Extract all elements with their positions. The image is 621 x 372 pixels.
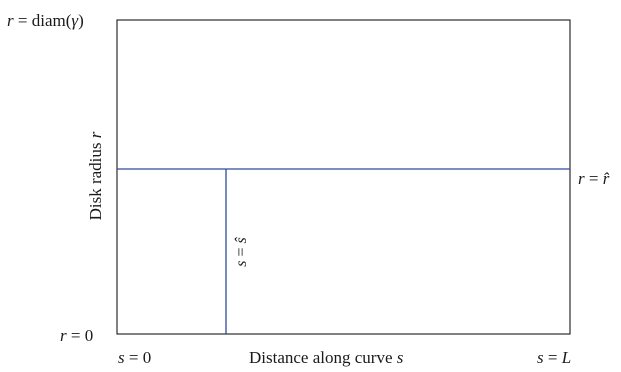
label-r-diam-close: ) [78, 11, 84, 30]
label-s-hat-eq: = [233, 243, 250, 260]
x-axis-title: Distance along curve s [249, 348, 404, 367]
label-r-hat-lhs: r [578, 169, 585, 188]
label-s-L: s = L [537, 348, 571, 367]
label-s-zero: s = 0 [118, 348, 151, 367]
label-r-zero-rhs: 0 [85, 326, 94, 345]
plot-frame [116, 19, 571, 335]
label-s-hat-lhs: s [233, 261, 250, 267]
label-r-zero-lhs: r [60, 326, 67, 345]
label-s-hat-rhs: s [233, 236, 250, 243]
x-axis-title-var: s [397, 348, 404, 367]
label-s-L-eq: = [544, 348, 562, 367]
label-r-hat-eq: = [585, 169, 603, 188]
x-axis-title-text: Distance along curve [249, 348, 397, 367]
label-r-diam: r = diam(γ) [7, 11, 84, 30]
label-s-L-rhs: L [561, 348, 571, 367]
y-axis-title-var: r [86, 131, 105, 138]
y-axis-title-text: Disk radius [86, 138, 105, 220]
label-r-hat-rhs: r [603, 169, 610, 188]
label-s-zero-eq: = [125, 348, 143, 367]
label-r-zero: r = 0 [60, 326, 93, 345]
label-r-zero-eq: = [67, 326, 85, 345]
y-axis-title: Disk radius r [86, 131, 105, 220]
label-r-diam-lhs: r [7, 11, 14, 30]
label-s-zero-lhs: s [118, 348, 125, 367]
label-s-hat: s = ŝ [233, 236, 250, 266]
label-s-zero-rhs: 0 [143, 348, 152, 367]
label-r-diam-gamma: γ [71, 11, 79, 30]
label-r-diam-func: diam( [32, 11, 72, 30]
label-s-L-lhs: s [537, 348, 544, 367]
label-r-diam-eq: = [14, 11, 32, 30]
label-r-hat: r = r̂ [578, 169, 610, 188]
